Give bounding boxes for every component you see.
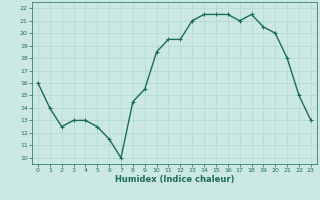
- X-axis label: Humidex (Indice chaleur): Humidex (Indice chaleur): [115, 175, 234, 184]
